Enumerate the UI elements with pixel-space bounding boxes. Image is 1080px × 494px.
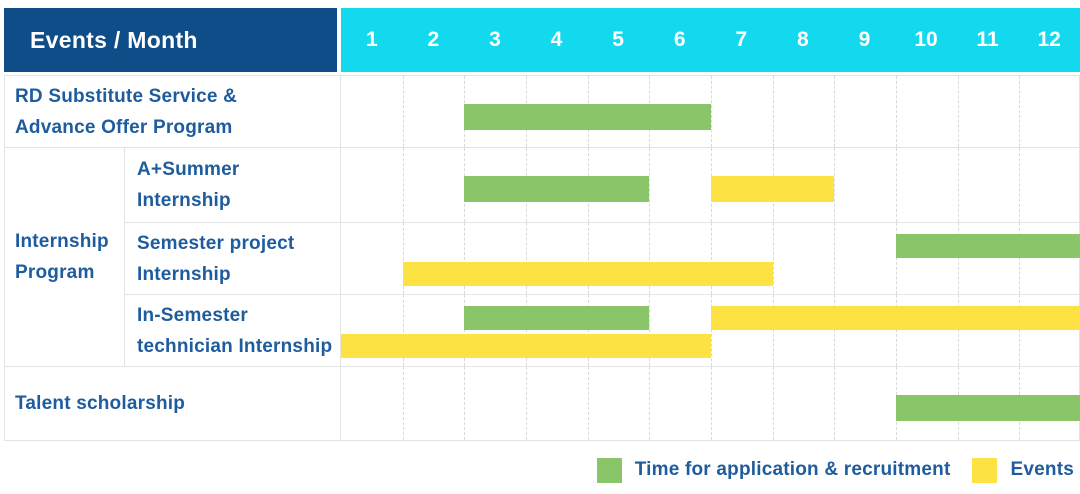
month-gridline xyxy=(772,76,774,147)
application-recruitment-bar xyxy=(464,104,711,130)
month-gridline xyxy=(957,295,959,366)
month-gridline xyxy=(711,223,712,294)
month-gridline xyxy=(896,148,897,222)
row-label-line: Advance Offer Program xyxy=(15,116,233,138)
month-gridline xyxy=(1019,148,1021,222)
month-label: 1 xyxy=(365,28,378,51)
month-gridline xyxy=(896,76,897,147)
month-gridline xyxy=(957,223,959,294)
month-label: 5 xyxy=(612,28,624,51)
legend-item-events: Events xyxy=(972,457,1074,483)
month-gridline xyxy=(834,76,836,147)
month-gridline xyxy=(649,223,651,294)
month-label: 4 xyxy=(550,28,563,51)
month-gridline xyxy=(957,148,959,222)
row-label-talent-scholarship: Talent scholarship xyxy=(5,367,341,441)
row-label-line: Semester project xyxy=(137,232,295,254)
row-label-line: RD Substitute Service & xyxy=(15,85,238,107)
month-gridline xyxy=(711,295,712,366)
month-gridline xyxy=(526,223,527,294)
month-gridline xyxy=(402,223,404,294)
row-label-line: In-Semester xyxy=(137,304,248,326)
month-gridline xyxy=(649,295,651,366)
legend: Time for application & recruitment Event… xyxy=(0,455,1080,485)
month-gridline xyxy=(649,148,651,222)
timeline-cell-talent-scholarship xyxy=(341,367,1080,441)
row-label-line: technician Internship xyxy=(137,335,333,357)
month-gridline xyxy=(526,367,527,440)
events-bar xyxy=(711,306,1080,330)
application-recruitment-bar xyxy=(464,306,650,330)
month-gridline xyxy=(1019,76,1021,147)
month-gridline xyxy=(772,295,774,366)
events-month-header-cell: Events / Month xyxy=(4,8,337,72)
month-gridline xyxy=(834,148,836,222)
legend-label-application: Time for application & recruitment xyxy=(634,459,951,480)
row-label-semester-project-internship: Semester project Internship xyxy=(125,223,341,295)
months-header-row: 1 2 3 4 5 6 7 8 9 10 11 12 xyxy=(341,8,1080,72)
month-gridline xyxy=(402,148,404,222)
legend-item-application: Time for application & recruitment xyxy=(596,457,951,483)
month-gridline xyxy=(649,367,651,440)
timeline-cell-rd-substitute-service-advance-offer-program xyxy=(341,76,1080,148)
month-gridline xyxy=(896,295,897,366)
row-label-line: Internship xyxy=(15,231,109,252)
month-gridline xyxy=(402,76,404,147)
month-label: 12 xyxy=(1037,28,1061,51)
legend-label-events: Events xyxy=(1010,459,1074,480)
events-color-swatch xyxy=(972,457,998,483)
month-gridline xyxy=(1019,223,1021,294)
events-bar xyxy=(402,262,773,286)
month-gridline xyxy=(526,295,527,366)
gantt-header: Events / Month 1 2 3 4 5 6 7 8 9 10 11 12 xyxy=(4,8,1080,72)
month-label: 8 xyxy=(796,28,809,51)
month-gridline xyxy=(834,295,836,366)
month-label: 6 xyxy=(673,28,686,51)
month-gridline xyxy=(772,367,774,440)
application-color-swatch xyxy=(596,457,622,483)
row-label-in-semester-technician-internship: In-Semester technician Internship xyxy=(125,295,341,367)
month-gridline xyxy=(834,367,836,440)
timeline-cell-in-semester-technician-internship xyxy=(341,295,1080,367)
month-label: 2 xyxy=(427,28,440,51)
group-label-internship-program: Internship Program xyxy=(5,148,125,367)
row-label-line: Program xyxy=(15,262,95,283)
month-gridline xyxy=(834,223,836,294)
row-label-line: Internship xyxy=(137,190,231,211)
month-gridline xyxy=(896,223,897,294)
gantt-grid: Internship Program RD Substitute Service &… xyxy=(4,75,1080,441)
month-gridline xyxy=(402,295,404,366)
row-label-line: A+Summer xyxy=(137,159,240,180)
month-gridline xyxy=(587,367,589,440)
month-gridline xyxy=(957,76,959,147)
month-gridline xyxy=(464,223,466,294)
row-label-rd-substitute-service-advance-offer-program: RD Substitute Service & Advance Offer Pro… xyxy=(5,76,341,148)
month-label: 7 xyxy=(735,28,748,51)
application-recruitment-bar xyxy=(896,395,1080,421)
timeline-cell-semester-project-internship xyxy=(341,223,1080,295)
month-label: 11 xyxy=(976,28,999,51)
row-label-line: Talent scholarship xyxy=(15,393,186,414)
events-bar xyxy=(341,334,711,358)
month-gridline xyxy=(402,367,404,440)
month-label: 10 xyxy=(914,28,938,51)
month-gridline xyxy=(587,295,589,366)
month-gridline xyxy=(464,367,466,440)
month-gridline xyxy=(464,295,466,366)
month-gridline xyxy=(587,223,589,294)
month-gridline xyxy=(711,367,712,440)
events-month-header-label: Events / Month xyxy=(30,26,198,53)
events-bar xyxy=(711,176,835,202)
month-gridline xyxy=(711,76,712,147)
row-label-a-summer-internship: A+Summer Internship xyxy=(125,148,341,223)
application-recruitment-bar xyxy=(896,234,1080,258)
timeline-cell-a-summer-internship xyxy=(341,148,1080,223)
month-gridline xyxy=(1019,295,1021,366)
row-label-line: Internship xyxy=(137,263,231,285)
month-gridline xyxy=(772,223,774,294)
application-recruitment-bar xyxy=(464,176,650,202)
month-label: 9 xyxy=(858,28,871,51)
month-label: 3 xyxy=(489,28,501,51)
